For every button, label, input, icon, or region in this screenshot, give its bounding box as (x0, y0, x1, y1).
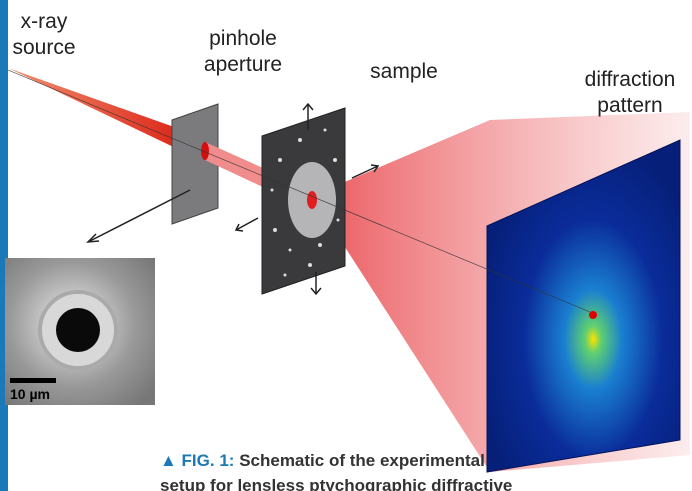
side-bar (0, 0, 8, 491)
label: aperture (204, 53, 282, 76)
illuminated-spot (307, 191, 317, 209)
scale-bar (10, 378, 56, 383)
pinhole-plate (172, 104, 218, 224)
figure: 10 µm x-ray source pinhole aperture samp… (0, 0, 692, 491)
scale-bar-label: 10 µm (10, 386, 50, 402)
label: source (12, 36, 75, 59)
caption-marker: ▲ FIG. 1: (160, 451, 234, 470)
caption-text: Schematic of the experimental (239, 451, 485, 470)
label: pinhole (209, 27, 277, 50)
caption-line: setup for lensless ptychographic diffrac… (160, 476, 512, 491)
caption-line: ▲ FIG. 1: Schematic of the experimental (160, 451, 485, 470)
label: diffraction (585, 68, 676, 91)
label: sample (370, 60, 438, 83)
detector-center (589, 311, 597, 319)
label: pattern (597, 94, 662, 117)
label: x-ray (21, 10, 68, 33)
sem-hole (56, 308, 100, 352)
